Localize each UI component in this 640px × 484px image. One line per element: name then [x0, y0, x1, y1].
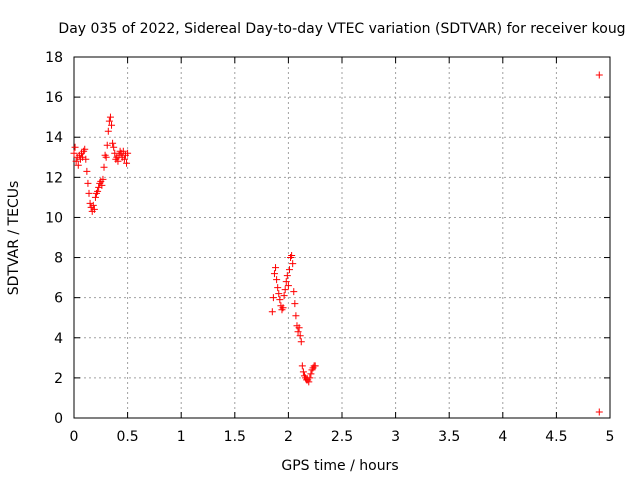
x-tick-label: 0.5 [116, 429, 138, 445]
data-point [94, 187, 102, 195]
tick-labels: 0 0.5 1 1.5 2 2.5 3 3.5 4 4.5 5 0 2 4 6 8 10 12 14 16 18 [45, 50, 614, 445]
y-tick-label: 16 [45, 90, 63, 106]
data-point [99, 175, 107, 183]
x-tick-label: 4.5 [545, 429, 567, 445]
data-point [85, 189, 93, 197]
data-point [276, 296, 284, 304]
data-point [104, 127, 112, 135]
data-point [298, 362, 306, 370]
y-tick-label: 2 [54, 371, 63, 387]
data-point [280, 292, 288, 300]
data-point [285, 266, 293, 274]
x-tick-label: 4 [498, 429, 507, 445]
y-axis-label: SDTVAR / TECUs [6, 181, 22, 296]
chart-title: Day 035 of 2022, Sidereal Day-to-day VTE… [58, 21, 625, 37]
data-point [299, 368, 307, 376]
data-point [114, 157, 122, 165]
data-point [124, 149, 132, 157]
data-point [290, 288, 298, 296]
data-point [306, 374, 314, 382]
data-point [103, 141, 111, 149]
x-tick-label: 1 [177, 429, 186, 445]
y-tick-label: 8 [54, 251, 63, 267]
data-point [282, 278, 290, 286]
data-point [294, 328, 302, 336]
y-tick-label: 4 [54, 331, 63, 347]
x-tick-label: 1.5 [224, 429, 246, 445]
data-point [274, 284, 282, 292]
grid-lines [74, 57, 610, 418]
data-point [109, 139, 117, 147]
data-point [272, 264, 280, 272]
data-point [273, 276, 281, 284]
data-point [275, 290, 283, 298]
data-point [269, 294, 277, 302]
data-point [595, 408, 603, 416]
data-point [284, 282, 292, 290]
data-point [102, 153, 110, 161]
data-point [81, 145, 89, 153]
data-point [297, 338, 305, 346]
data-point [111, 149, 119, 157]
data-point [72, 157, 80, 165]
data-point [296, 332, 304, 340]
x-tick-label: 3 [391, 429, 400, 445]
data-point [283, 272, 291, 280]
axes [73, 56, 611, 419]
data-point [279, 304, 287, 312]
data-point [82, 155, 90, 163]
y-tick-label: 0 [54, 411, 63, 427]
data-point [307, 370, 315, 378]
data-point [288, 252, 296, 260]
data-point [98, 181, 106, 189]
data-point [123, 159, 131, 167]
data-point [71, 143, 79, 151]
y-tick-label: 14 [45, 130, 63, 146]
data-point [84, 179, 92, 187]
y-tick-label: 10 [45, 210, 63, 226]
data-point [74, 161, 82, 169]
data-point [295, 324, 303, 332]
y-tick-label: 12 [45, 170, 63, 186]
data-point [289, 260, 297, 268]
data-point [268, 308, 276, 316]
data-point [89, 201, 97, 209]
y-tick-label: 6 [54, 291, 63, 307]
data-point [105, 117, 113, 125]
x-tick-label: 2.5 [331, 429, 353, 445]
data-point [119, 147, 127, 155]
data-point [291, 300, 299, 308]
data-point [70, 149, 78, 157]
data-point [108, 121, 116, 129]
data-point [595, 71, 603, 79]
data-point [106, 113, 114, 121]
data-point [83, 167, 91, 175]
data-point [305, 378, 313, 386]
y-tick-label: 18 [45, 50, 63, 66]
data-point [292, 312, 300, 320]
data-point [120, 155, 128, 163]
x-tick-label: 5 [606, 429, 615, 445]
x-tick-label: 2 [284, 429, 293, 445]
data-point [281, 286, 289, 294]
x-axis-label: GPS time / hours [281, 458, 398, 474]
data-point [110, 143, 118, 151]
data-point [311, 362, 319, 370]
x-tick-label: 0 [70, 429, 79, 445]
data-points [70, 71, 603, 416]
data-point [91, 193, 99, 201]
data-point [90, 205, 98, 213]
x-tick-label: 3.5 [438, 429, 460, 445]
data-point [270, 270, 278, 278]
data-point [100, 163, 108, 171]
